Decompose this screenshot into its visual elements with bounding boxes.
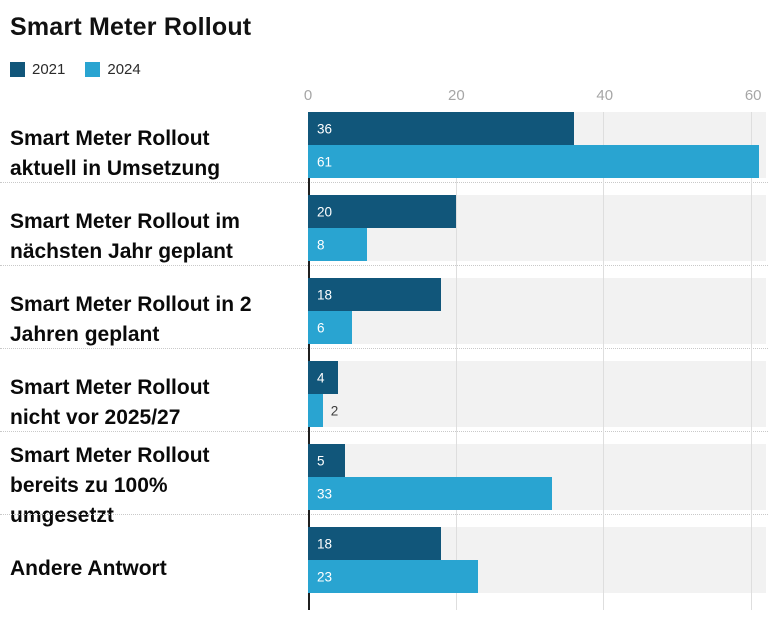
bar-track-2024: 6 (308, 311, 766, 344)
bar-2024: 23 (308, 560, 478, 593)
category-label: Smart Meter Rollout in 2 Jahren geplant (10, 292, 252, 346)
bar-track-2024: 33 (308, 477, 766, 510)
category-plot: 5 33 (308, 444, 766, 527)
category-plot: 36 61 (308, 112, 766, 195)
bar-track-2021: 18 (308, 278, 766, 311)
bar-value-label: 36 (317, 121, 333, 136)
bar-2021: 5 (308, 444, 345, 477)
bar-2024: 61 (308, 145, 759, 178)
bar-2021: 18 (308, 527, 441, 560)
bar-track-2024: 23 (308, 560, 766, 593)
bar-value-label: 2 (330, 403, 339, 418)
bar-value-label: 6 (317, 320, 325, 335)
category-label: Smart Meter Rollout aktuell in Umsetzung (10, 126, 221, 180)
bar-track-2021: 36 (308, 112, 766, 145)
bar-track-2024: 8 (308, 228, 766, 261)
legend-swatch-2021 (10, 62, 25, 77)
category-plot: 18 23 (308, 527, 766, 610)
category-row: Smart Meter Rollout im nächsten Jahr gep… (0, 195, 768, 278)
bar-value-label: 23 (317, 569, 333, 584)
bar-value-label: 61 (317, 154, 333, 169)
category-label: Andere Antwort (10, 556, 167, 580)
bar-track-2024: 61 (308, 145, 766, 178)
category-plot: 18 6 (308, 278, 766, 361)
x-tick-label: 60 (744, 87, 762, 104)
bar-2024: 6 (308, 311, 353, 344)
bar-value-label: 33 (317, 486, 333, 501)
category-row: Smart Meter Rollout nicht vor 2025/27 4 2 (0, 361, 768, 444)
category-row: Smart Meter Rollout in 2 Jahren geplant 1… (0, 278, 768, 361)
plot-band (308, 361, 766, 427)
bar-2021: 4 (308, 361, 338, 394)
x-axis-ticks: 0 20 40 60 (304, 82, 768, 112)
x-tick-label: 40 (596, 87, 614, 104)
bar-value-label: 18 (317, 287, 333, 302)
legend-item-2024[interactable]: 2024 (85, 61, 141, 78)
legend-label: 2024 (107, 61, 141, 78)
bar-track-2021: 5 (308, 444, 766, 477)
bar-value-label: 18 (317, 536, 333, 551)
bar-track-2021: 20 (308, 195, 766, 228)
legend-item-2021[interactable]: 2021 (10, 61, 65, 78)
legend: 2021 2024 (10, 61, 768, 78)
legend-label: 2021 (32, 61, 66, 78)
bar-2024: 8 (308, 228, 368, 261)
bar-2021: 20 (308, 195, 456, 228)
x-tick-label: 20 (448, 87, 465, 104)
bar-value-label: 8 (317, 237, 325, 252)
bar-value-label: 5 (317, 453, 325, 468)
bar-value-label: 4 (317, 370, 325, 385)
category-row: Smart Meter Rollout bereits zu 100% umge… (0, 444, 768, 527)
x-tick-label: 0 (303, 87, 313, 104)
category-plot: 20 8 (308, 195, 766, 278)
bar-2021: 36 (308, 112, 574, 145)
bar-2024: 2 (308, 394, 338, 427)
category-label: Smart Meter Rollout im nächsten Jahr gep… (10, 209, 240, 263)
bar-track-2021: 4 (308, 361, 766, 394)
category-row: Andere Antwort 18 23 (0, 527, 768, 610)
chart-title: Smart Meter Rollout (10, 13, 252, 41)
chart-rows: Smart Meter Rollout aktuell in Umsetzung… (0, 112, 768, 610)
category-row: Smart Meter Rollout aktuell in Umsetzung… (0, 112, 768, 195)
category-label: Smart Meter Rollout nicht vor 2025/27 (10, 375, 210, 429)
category-label: Smart Meter Rollout bereits zu 100% umge… (10, 443, 210, 527)
legend-swatch-2024 (85, 62, 101, 77)
bar-2021: 18 (308, 278, 441, 311)
bar-track-2024: 2 (308, 394, 766, 427)
bar-2024: 33 (308, 477, 552, 510)
bar-track-2021: 18 (308, 527, 766, 560)
bar-value-label: 20 (317, 204, 333, 219)
